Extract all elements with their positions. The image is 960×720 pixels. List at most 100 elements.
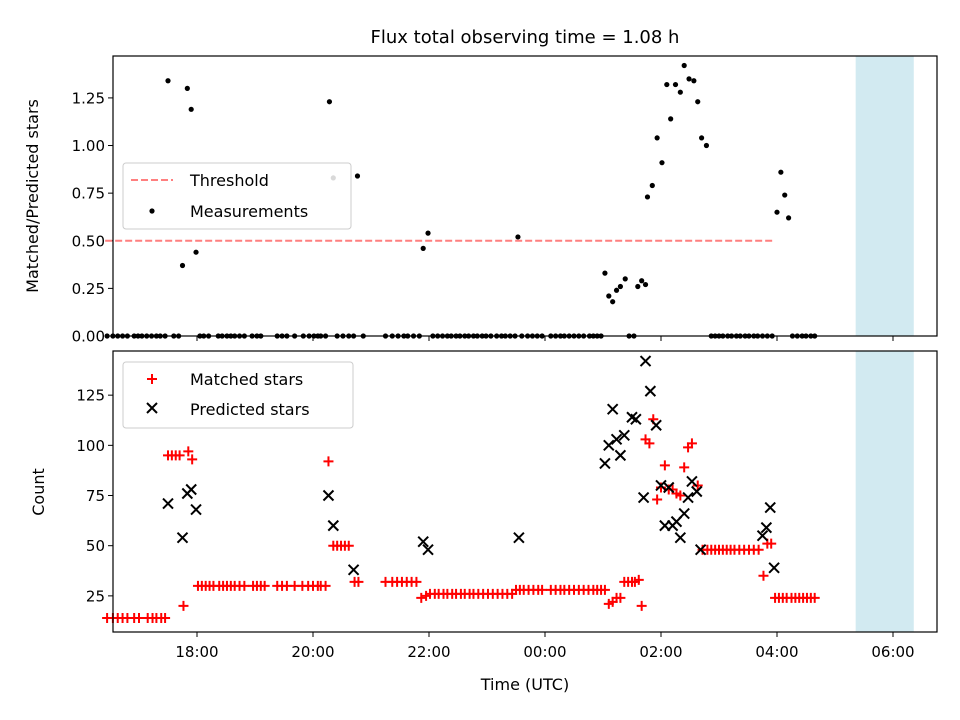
- measurement-point: [659, 160, 665, 166]
- measurement-point: [184, 85, 190, 91]
- measurement-point: [677, 89, 683, 95]
- matched-point: [633, 574, 644, 585]
- measurement-point: [622, 276, 628, 282]
- matched-point: [636, 600, 647, 611]
- legend-top: Threshold Measurements: [122, 162, 352, 230]
- measurement-point: [104, 333, 110, 339]
- matched-point: [644, 438, 655, 449]
- matched-point: [675, 490, 686, 501]
- predicted-point: [764, 501, 776, 514]
- predicted-point: [614, 449, 627, 462]
- predicted-point: [162, 497, 174, 510]
- predicted-point: [674, 531, 687, 544]
- predicted-point: [513, 531, 525, 544]
- predicted-point: [327, 519, 340, 532]
- predicted-point: [694, 543, 707, 556]
- matched-point: [766, 538, 777, 549]
- measurement-point: [703, 142, 710, 149]
- legend-measurements-swatch: [149, 208, 155, 214]
- matched-point: [615, 592, 626, 603]
- measurement-point: [642, 281, 649, 288]
- y-axis-label-bottom: Count: [29, 468, 48, 516]
- measurement-point: [664, 81, 670, 88]
- matched-point: [353, 576, 364, 587]
- y-tick-label: 0.25: [72, 280, 105, 298]
- bottom-panel: 25 50 75 100 125 18:00 20:00 22:00 00:00 02:00 04…: [29, 350, 938, 694]
- measurement-point: [778, 169, 784, 175]
- measurement-point: [639, 278, 645, 284]
- matched-point: [537, 584, 548, 595]
- predicted-point: [606, 403, 619, 415]
- measurement-point: [681, 62, 687, 69]
- y-tick-label: 50: [86, 537, 105, 555]
- measurement-point: [515, 234, 521, 240]
- predicted-point: [347, 564, 360, 576]
- measurement-point: [672, 81, 679, 88]
- measurement-point: [425, 230, 431, 236]
- y-axis-label-top: Matched/Predicted stars: [23, 99, 42, 293]
- matched-point: [758, 570, 769, 581]
- legend-predicted-label: Predicted stars: [190, 400, 310, 419]
- measurement-point: [686, 76, 692, 82]
- matched-point: [343, 540, 354, 551]
- x-axis-label: Time (UTC): [480, 675, 569, 694]
- predicted-point: [682, 491, 694, 504]
- y-ticks-top: 0.00 0.25 0.50 0.75 1.00 1.25: [72, 89, 113, 346]
- y-tick-label: 100: [76, 437, 105, 455]
- measurement-point: [613, 287, 620, 293]
- y-tick-label: 1.00: [72, 137, 105, 155]
- y-tick-label: 0.50: [72, 232, 105, 250]
- x-tick-label: 06:00: [871, 643, 914, 661]
- x-tick-label: 22:00: [407, 643, 450, 661]
- predicted-point: [417, 535, 429, 548]
- highlight-span: [855, 56, 914, 336]
- matched-point: [652, 494, 663, 505]
- measurement-point: [354, 173, 361, 179]
- predicted-point: [756, 529, 769, 542]
- matched-point: [320, 580, 331, 591]
- matched-point: [686, 438, 697, 449]
- predicted-point: [599, 457, 611, 470]
- chart-title: Flux total observing time = 1.08 h: [371, 27, 680, 48]
- measurement-point: [644, 194, 651, 200]
- legend-predicted-swatch: [146, 402, 158, 414]
- matched-point: [692, 480, 703, 491]
- measurement-point: [654, 135, 660, 141]
- y-tick-label: 25: [86, 587, 105, 605]
- measurement-point: [668, 116, 674, 122]
- predicted-point: [637, 491, 650, 504]
- measurement-point: [610, 299, 616, 305]
- predicted-point: [663, 481, 675, 494]
- predicted-point: [691, 485, 703, 498]
- measurement-point: [782, 192, 788, 198]
- x-tick-label: 00:00: [523, 643, 566, 661]
- matched-point: [183, 446, 194, 457]
- matched-point: [134, 612, 144, 623]
- x-tick-label: 04:00: [755, 643, 798, 661]
- measurement-point: [606, 293, 612, 299]
- matched-points: [102, 414, 820, 623]
- legend-bottom: Matched stars Predicted stars: [122, 361, 354, 429]
- matched-point: [187, 454, 198, 465]
- measurement-point: [420, 245, 426, 251]
- matched-point: [160, 612, 171, 623]
- y-tick-label: 1.25: [72, 89, 105, 107]
- y-tick-label: 0.00: [72, 328, 105, 346]
- measurement-point: [165, 78, 171, 84]
- measurement-point: [691, 78, 697, 84]
- predicted-point: [644, 385, 657, 397]
- predicted-point: [185, 483, 197, 496]
- matched-point: [753, 544, 764, 555]
- measurement-point: [188, 106, 194, 112]
- predicted-point: [686, 475, 698, 488]
- measurement-point: [649, 182, 655, 189]
- predicted-point: [322, 489, 335, 502]
- top-panel: 0.00 0.25 0.50 0.75 1.00 1.25 Matched/Predict…: [23, 55, 938, 346]
- matched-point: [416, 592, 427, 603]
- legend-threshold-label: Threshold: [189, 171, 269, 190]
- y-ticks-bottom: 25 50 75 100 125: [76, 387, 113, 605]
- matched-point: [599, 584, 610, 595]
- x-ticks-bottom: 18:00 20:00 22:00 00:00 02:00 04:00 06:00: [175, 632, 915, 661]
- predicted-point: [630, 413, 642, 425]
